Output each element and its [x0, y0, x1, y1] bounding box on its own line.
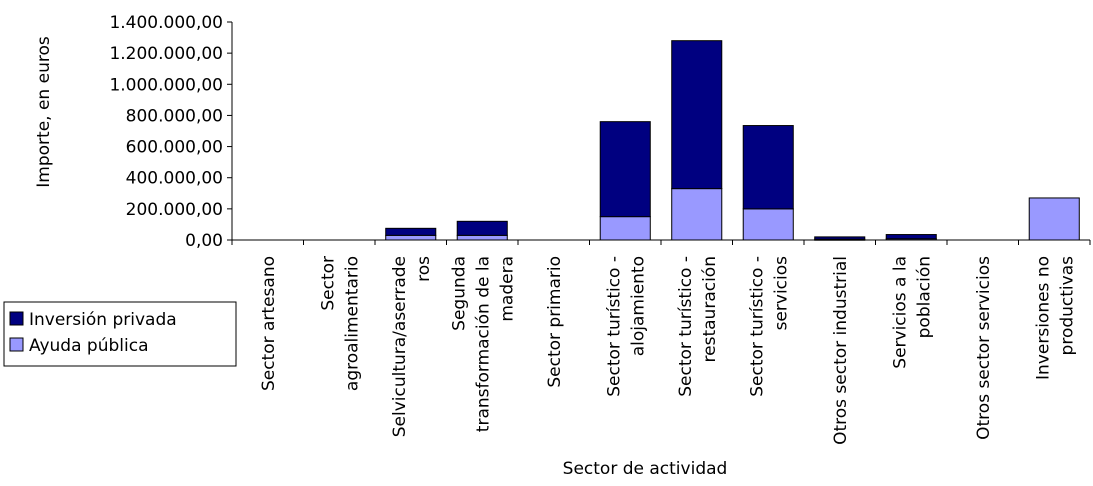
x-category-label: restauración	[700, 256, 720, 362]
x-category-label: agroalimentario	[342, 256, 362, 391]
x-category-label: servicios	[771, 256, 791, 331]
bar-ayuda-publica	[742, 208, 794, 241]
x-category-label: Sector turístico -	[747, 256, 767, 397]
x-category-label: Otros sector industrial	[831, 256, 851, 445]
bar-ayuda-publica	[456, 234, 508, 241]
y-axis: 0,00 200.000,00 400.000,00 600.000,00 800.00…	[109, 13, 233, 251]
x-category-label: Sector	[318, 256, 338, 311]
bar-inversion-privada	[742, 125, 794, 210]
x-category-label: alojamiento	[628, 256, 648, 356]
bar-ayuda-publica	[671, 188, 723, 241]
bar-inversion-privada	[671, 40, 723, 190]
bar-inversion-privada	[885, 234, 937, 240]
x-category-label: Sector turístico -	[604, 256, 624, 397]
legend-box	[3, 301, 237, 367]
x-category-label: Servicios a la	[890, 256, 910, 369]
legend-swatch	[9, 311, 24, 326]
bar-ayuda-publica	[1028, 197, 1080, 241]
x-category-label: transformación de la	[473, 256, 493, 432]
legend-label: Ayuda pública	[29, 336, 149, 356]
bar-inversion-privada	[814, 236, 866, 240]
y-tick-label: 0,00	[185, 231, 223, 251]
y-tick-label: 1.200.000,00	[109, 44, 223, 64]
x-category-label: Inversiones no	[1033, 256, 1053, 380]
x-category-label: Sector primario	[545, 256, 565, 388]
y-tick-label: 400.000,00	[126, 169, 223, 189]
legend-label: Inversión privada	[29, 310, 177, 330]
x-category-label: Segunda	[449, 256, 469, 331]
bar-inversion-privada	[385, 227, 437, 236]
legend: Inversión privada Ayuda pública	[3, 301, 237, 367]
x-category-label: población	[914, 256, 934, 338]
x-category-label: madera	[497, 256, 517, 322]
y-tick-label: 1.000.000,00	[109, 75, 223, 95]
y-tick-label: 800.000,00	[126, 106, 223, 126]
x-category-label: Otros sector servicios	[974, 256, 994, 440]
bar-inversion-privada	[599, 121, 651, 218]
bar-inversion-privada	[456, 220, 508, 236]
bar-ayuda-publica	[385, 234, 437, 241]
y-tick-label: 200.000,00	[126, 200, 223, 220]
x-category-label: productivas	[1057, 256, 1077, 356]
y-tick-label: 600.000,00	[126, 138, 223, 158]
x-category-label: Sector turístico -	[676, 256, 696, 397]
x-axis: Sector artesano Sector agroalimentario Selv…	[231, 239, 1091, 445]
x-category-label: ros	[414, 256, 434, 282]
y-axis-title: Importe, en euros	[34, 36, 54, 188]
bar-ayuda-publica	[599, 216, 651, 241]
y-tick-label: 1.400.000,00	[109, 13, 223, 33]
legend-swatch	[9, 337, 24, 352]
x-axis-title: Sector de actividad	[563, 459, 728, 479]
x-category-label: Selvicultura/aserrade	[390, 256, 410, 437]
plot-area	[385, 40, 1080, 241]
x-category-label: Sector artesano	[259, 256, 279, 391]
